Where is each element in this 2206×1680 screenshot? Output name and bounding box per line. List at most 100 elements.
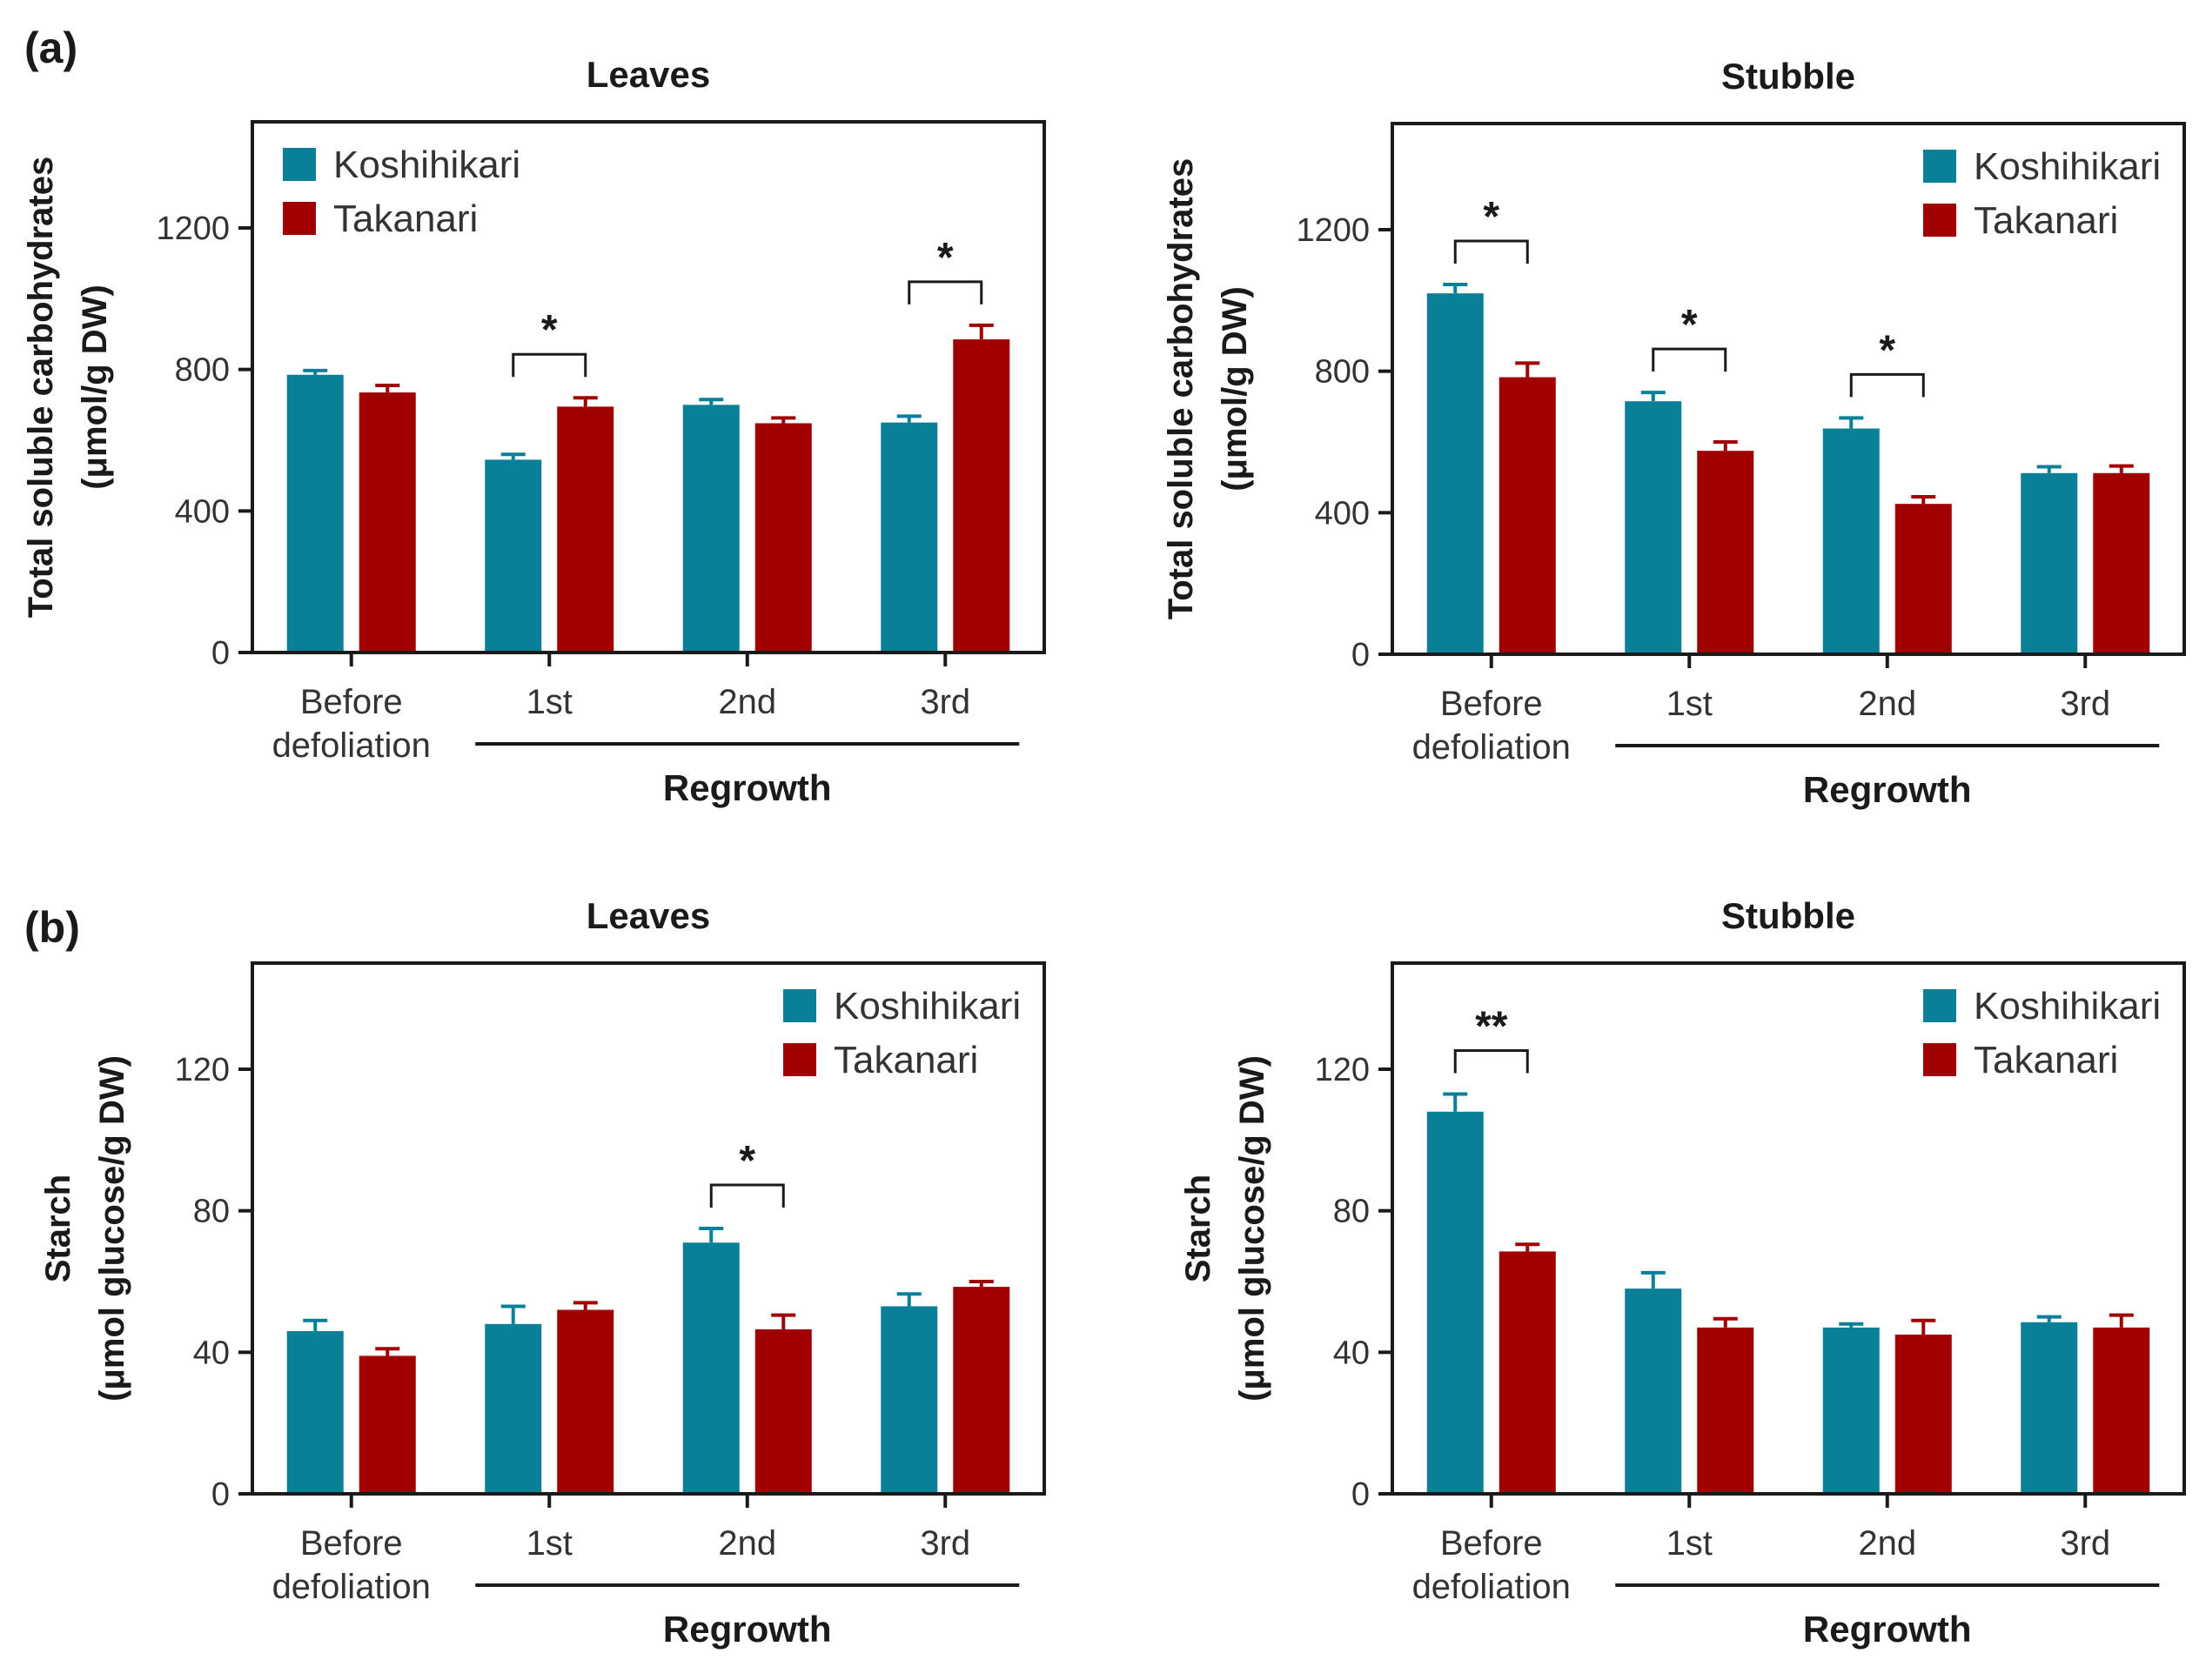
x-tick-label: 2nd <box>718 683 776 721</box>
bar-takanari-1 <box>557 1309 614 1494</box>
bar-koshihikari-1 <box>485 459 542 653</box>
significance-label: * <box>739 1138 755 1184</box>
panel-label-b: (b) <box>24 903 80 952</box>
plot-frame <box>251 961 1046 1496</box>
bar-koshihikari-3 <box>2021 1322 2078 1494</box>
significance-label: ** <box>1475 1003 1508 1049</box>
x-tick-label: 2nd <box>718 1524 776 1563</box>
x-tick-label: 3rd <box>920 683 970 721</box>
bar-takanari-2 <box>754 423 812 653</box>
y-tick-label: 120 <box>175 1052 230 1088</box>
plot-frame <box>251 120 1046 654</box>
plot-frame <box>1391 122 2186 656</box>
significance-label: * <box>937 235 954 281</box>
y-tick-label: 40 <box>193 1335 230 1371</box>
y-tick-label: 120 <box>1315 1052 1370 1088</box>
significance-bracket <box>908 280 983 305</box>
chart-stubble-soluble-carbohydrates: Stubble Total soluble carbohydrates (μmol/… <box>1162 56 2186 810</box>
legend-label-koshihikari: Koshihikari <box>834 985 1021 1027</box>
y-tick-label: 800 <box>1315 354 1370 391</box>
legend-swatch-takanari <box>1923 204 1956 237</box>
significance-bracket <box>1453 239 1529 264</box>
legend-swatch-takanari <box>1923 1043 1956 1076</box>
bar-takanari-1 <box>1697 451 1754 654</box>
legend-swatch-koshihikari <box>283 148 316 181</box>
y-axis-label: Total soluble carbohydrates <box>1162 158 1200 620</box>
y-tick-label: 800 <box>175 352 230 389</box>
significance-bracket <box>709 1183 785 1208</box>
x-tick-label: 3rd <box>2060 685 2110 723</box>
x-tick-label: Before defoliation <box>272 683 431 765</box>
group-label: Regrowth <box>663 1609 832 1650</box>
chart-stubble-starch: Stubble Starch (μmol glucose/g DW) 0 40 80 120… <box>1179 895 2186 1650</box>
y-axis-label: Starch <box>1179 1175 1217 1283</box>
y-tick-label: 80 <box>1333 1194 1370 1230</box>
bar-takanari-2 <box>754 1329 812 1494</box>
x-tick-label: Before defoliation <box>272 1524 431 1606</box>
legend-swatch-koshihikari <box>1923 150 1956 183</box>
legend-label-koshihikari: Koshihikari <box>1974 985 2161 1027</box>
y-tick-label: 1200 <box>1296 212 1370 249</box>
y-axis-label: (μmol glucose/g DW) <box>1233 1055 1271 1402</box>
chart-title: Stubble <box>1721 895 1855 936</box>
y-tick-label: 80 <box>193 1194 230 1230</box>
bar-takanari-0 <box>359 392 416 653</box>
y-axis-label: Total soluble carbohydrates <box>22 157 60 619</box>
legend-swatch-takanari <box>783 1043 816 1076</box>
plot-frame <box>1391 961 2186 1496</box>
x-tick-label: 1st <box>1666 1524 1713 1563</box>
significance-bracket <box>512 352 587 378</box>
legend-label-takanari: Takanari <box>333 197 478 240</box>
chart-title: Leaves <box>587 895 710 936</box>
bar-koshihikari-0 <box>1426 1111 1484 1494</box>
legend-label-takanari: Takanari <box>1974 1039 2118 1081</box>
x-tick-label: 2nd <box>1858 685 1916 723</box>
x-tick-label: 2nd <box>1858 1524 1916 1563</box>
bar-takanari-0 <box>1499 377 1556 654</box>
x-tick-label: Before defoliation <box>1412 685 1571 766</box>
x-tick-label: 1st <box>526 683 573 721</box>
bar-takanari-0 <box>1499 1251 1556 1494</box>
y-axis-label: (μmol glucose/g DW) <box>93 1055 131 1402</box>
bar-koshihikari-3 <box>2021 472 2078 654</box>
panel-label-a: (a) <box>24 23 77 72</box>
bar-takanari-2 <box>1894 504 1952 654</box>
significance-label: * <box>1879 327 1895 373</box>
legend-label-koshihikari: Koshihikari <box>1974 145 2161 188</box>
bar-koshihikari-1 <box>1625 1288 1682 1494</box>
x-tick-label: 3rd <box>920 1524 970 1563</box>
chart-leaves-soluble-carbohydrates: Leaves Total soluble carbohydrates (μmol/g… <box>22 54 1046 808</box>
y-axis-label: (μmol/g DW) <box>1216 286 1254 492</box>
bar-takanari-2 <box>1894 1335 1952 1494</box>
bar-koshihikari-2 <box>1822 1327 1880 1494</box>
chart-title: Leaves <box>587 54 710 95</box>
y-axis-label: Starch <box>39 1175 77 1283</box>
bar-takanari-3 <box>2093 1327 2150 1494</box>
chart-leaves-starch: Leaves Starch (μmol glucose/g DW) 0 40 80 120 B… <box>39 895 1046 1650</box>
bar-koshihikari-3 <box>881 422 938 653</box>
bar-koshihikari-2 <box>682 1242 740 1494</box>
legend-swatch-takanari <box>283 202 316 235</box>
bar-takanari-1 <box>1697 1327 1754 1494</box>
group-label: Regrowth <box>1803 1609 1972 1650</box>
bar-takanari-0 <box>359 1355 416 1494</box>
group-label: Regrowth <box>663 767 832 808</box>
y-tick-label: 0 <box>211 635 230 672</box>
group-label: Regrowth <box>1803 769 1972 810</box>
legend-swatch-koshihikari <box>1923 989 1956 1022</box>
significance-bracket <box>1453 1048 1529 1074</box>
y-tick-label: 40 <box>1333 1335 1370 1371</box>
chart-title: Stubble <box>1721 56 1855 97</box>
bar-koshihikari-1 <box>485 1323 542 1494</box>
x-tick-label: 1st <box>1666 685 1713 723</box>
bar-koshihikari-0 <box>1426 293 1484 654</box>
bar-takanari-1 <box>557 406 614 653</box>
x-tick-label: Before defoliation <box>1412 1524 1571 1606</box>
y-axis-label: (μmol/g DW) <box>76 284 114 490</box>
legend-label-takanari: Takanari <box>834 1039 978 1081</box>
significance-label: * <box>1483 194 1499 240</box>
bar-koshihikari-2 <box>1822 428 1880 654</box>
legend-swatch-koshihikari <box>783 989 816 1022</box>
bar-takanari-3 <box>2093 472 2150 654</box>
